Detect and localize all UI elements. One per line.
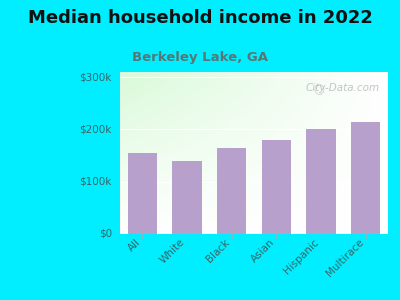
Bar <box>306 130 336 234</box>
Text: White: White <box>158 237 187 266</box>
Text: Berkeley Lake, GA: Berkeley Lake, GA <box>132 51 268 64</box>
Text: Asian: Asian <box>249 237 276 264</box>
Text: All: All <box>126 237 142 253</box>
Bar <box>351 122 380 234</box>
Text: Hispanic: Hispanic <box>282 237 321 276</box>
Bar <box>262 140 291 234</box>
Text: ○: ○ <box>313 83 324 96</box>
Text: $200k: $200k <box>80 124 112 134</box>
Text: $300k: $300k <box>80 72 112 82</box>
Text: Multirace: Multirace <box>324 237 366 278</box>
Bar <box>172 161 202 234</box>
Bar <box>217 148 246 234</box>
Text: Black: Black <box>204 237 232 264</box>
Text: City-Data.com: City-Data.com <box>306 83 380 93</box>
Text: $100k: $100k <box>80 177 112 187</box>
Text: Median household income in 2022: Median household income in 2022 <box>28 9 372 27</box>
Bar <box>128 153 157 234</box>
Text: $0: $0 <box>99 229 112 239</box>
